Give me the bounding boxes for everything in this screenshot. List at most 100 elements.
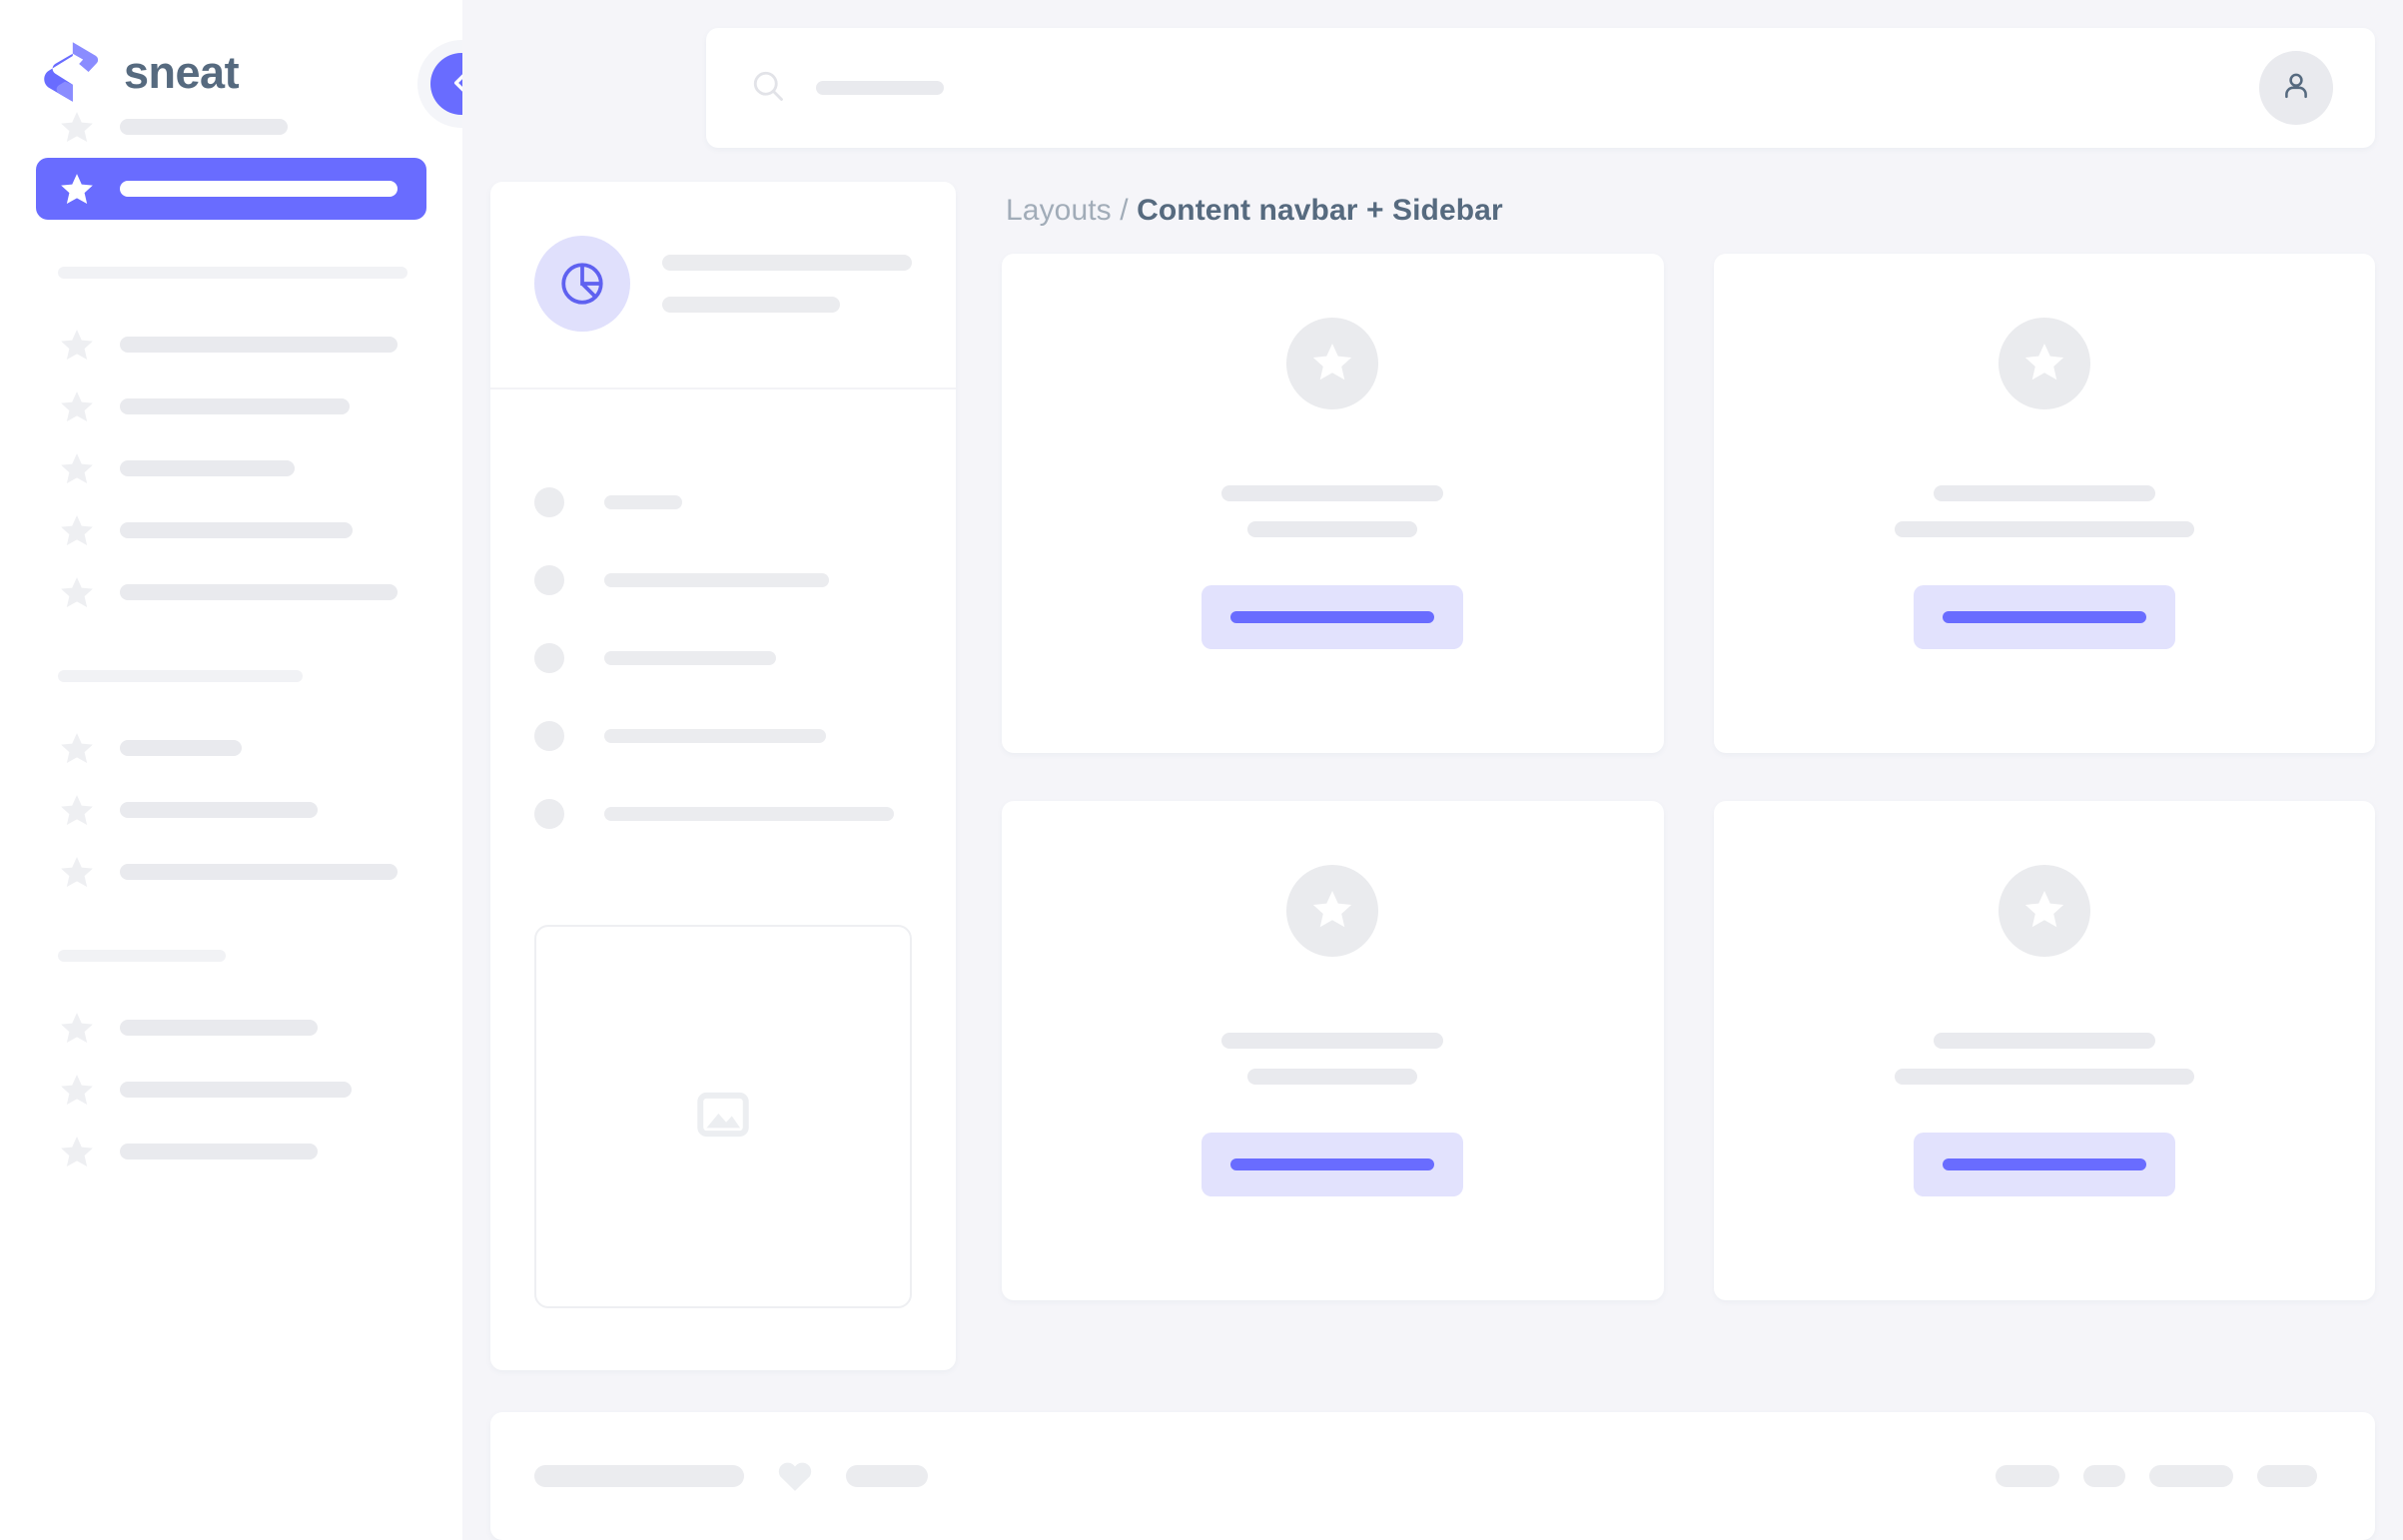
list-item[interactable] [534,697,912,775]
list-item-label [604,651,776,665]
list-item-label [604,573,829,587]
image-placeholder[interactable] [534,925,912,1308]
search-value [816,81,944,95]
star-icon [58,1133,96,1170]
sidebar-item[interactable] [36,376,426,437]
sidebar-item-label [120,1020,318,1036]
sidebar-item-label [120,181,398,197]
card-text-line [1221,485,1444,501]
content-panel-header-line [662,297,840,313]
content-panel-header [490,182,956,389]
nav-section-header-bar [58,950,226,962]
pie-chart-icon [534,236,630,332]
card-text-line [1247,1069,1418,1085]
card-action-button-label [1942,1158,2146,1170]
sidebar-item[interactable] [36,499,426,561]
footer-bar[interactable] [2257,1465,2317,1487]
sidebar-item-label [120,864,398,880]
sidebar-item-active[interactable] [36,158,426,220]
card-avatar [1286,865,1379,957]
sidebar-item-label [120,460,295,476]
card-action-button-label [1230,1158,1435,1170]
sidebar-item[interactable] [36,841,426,903]
sidebar-item[interactable] [36,437,426,499]
heart-icon[interactable] [774,1455,816,1497]
sidebar-item[interactable] [36,314,426,376]
content-panel [490,182,956,1370]
card-action-button[interactable] [1913,585,2175,649]
dot-icon [534,799,564,829]
sidebar-item-label [120,398,350,414]
list-item[interactable] [534,541,912,619]
sidebar-item[interactable] [36,717,426,779]
content-card[interactable] [1002,254,1664,753]
breadcrumb-parent[interactable]: Layouts [1006,194,1112,227]
sidebar-item-label [120,584,398,600]
content-card[interactable] [1713,254,2375,753]
card-action-button-label [1230,611,1435,623]
card-action-button[interactable] [1913,1133,2175,1196]
star-icon [1309,339,1355,389]
nav-section-header-bar [58,267,407,279]
footer-bar[interactable] [1996,1465,2059,1487]
sidebar-item[interactable] [36,997,426,1059]
footer-left [534,1455,928,1497]
nav-group-spacer [0,903,462,933]
nav-section-header [36,250,426,296]
footer-bar[interactable] [2149,1465,2233,1487]
sidebar-item[interactable] [36,1121,426,1182]
star-icon [58,791,96,829]
list-item-label [604,807,894,821]
card-text-line [1894,1069,2194,1085]
card-avatar [1286,318,1379,409]
chevron-left-icon [445,67,477,102]
list-item[interactable] [534,619,912,697]
footer-bar[interactable] [534,1465,744,1487]
card-action-button-label [1942,611,2146,623]
star-icon [2021,886,2067,937]
card-text-line [1933,485,2155,501]
sidebar-item[interactable] [36,1059,426,1121]
list-item[interactable] [534,463,912,541]
card-lines [1894,1033,2194,1085]
card-avatar [1998,865,2090,957]
avatar[interactable] [2259,51,2333,125]
card-action-button[interactable] [1202,585,1464,649]
footer-bar[interactable] [2083,1465,2125,1487]
sidebar-item[interactable] [36,779,426,841]
content-panel-header-line [662,255,912,271]
card-lines [1221,485,1444,537]
footer-bar[interactable] [846,1465,928,1487]
sidebar: sneat [0,0,505,1540]
brand[interactable]: sneat [0,0,462,102]
sidebar-item-label [120,802,318,818]
search-icon [750,68,786,109]
star-icon [58,449,96,487]
footer [490,1412,2375,1540]
content-card[interactable] [1002,801,1664,1300]
search-input[interactable] [750,68,2259,109]
sidebar-item-label [120,1082,352,1098]
sidebar-item[interactable] [36,96,426,158]
star-icon [58,326,96,364]
sidebar-item[interactable] [36,561,426,623]
star-icon [58,108,96,146]
star-icon [58,170,96,208]
star-icon [58,573,96,611]
content-card[interactable] [1713,801,2375,1300]
cards-grid [1002,254,2375,1300]
sidebar-nav [0,96,462,1182]
user-icon [2278,68,2314,109]
nav-group-spacer [0,979,462,997]
card-action-button[interactable] [1202,1133,1464,1196]
image-icon [692,1084,754,1151]
list-item-label [604,729,826,743]
star-icon [1309,886,1355,937]
breadcrumb-separator: / [1120,194,1129,227]
star-icon [58,1009,96,1047]
card-lines [1894,485,2194,537]
nav-group-spacer [0,296,462,314]
list-item[interactable] [534,775,912,853]
card-text-line [1894,521,2194,537]
